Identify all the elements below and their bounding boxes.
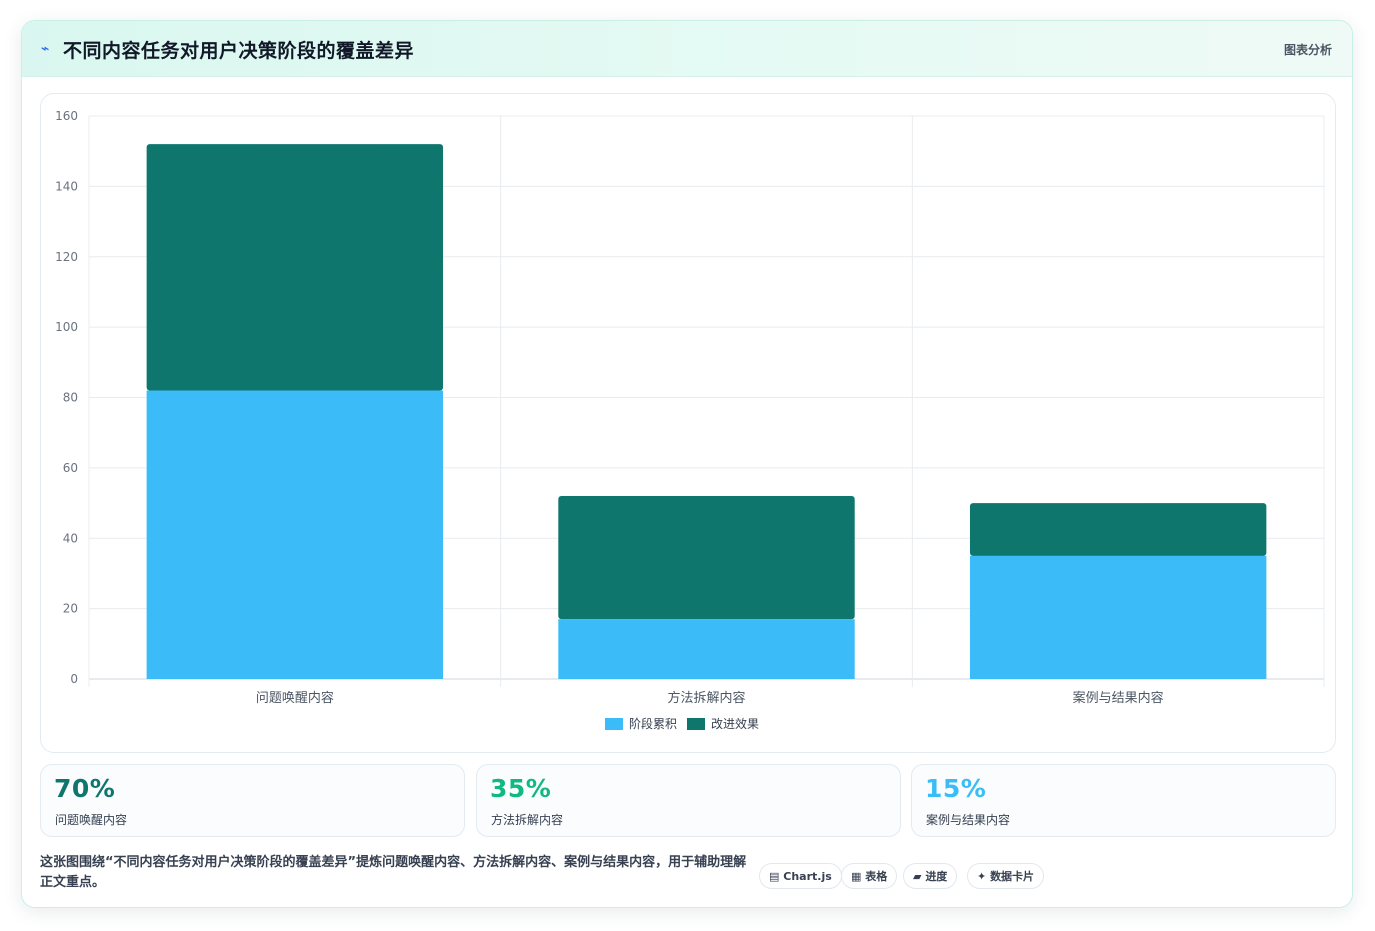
stacked-bar-chart: 0 20 40 60 80 100 120 140 160 问题唤醒内容 方法拆解内容 案例与结果内容… <box>55 109 1325 731</box>
y-tick-label: 100 <box>55 320 78 334</box>
bar-segment[interactable] <box>558 496 855 620</box>
stat-label: 问题唤醒内容 <box>55 813 128 827</box>
tag-table[interactable]: ▦ 表格 <box>841 863 898 889</box>
progress-icon: ▰ <box>913 870 922 883</box>
y-tick-label: 20 <box>63 602 78 616</box>
y-tick-label: 120 <box>55 250 78 264</box>
page-title: 不同内容任务对用户决策阶段的覆盖差异 <box>63 40 415 62</box>
stat-label: 案例与结果内容 <box>926 813 1011 827</box>
tag-data-card[interactable]: ✦ 数据卡片 <box>967 863 1045 889</box>
y-tick-label: 80 <box>63 391 78 405</box>
y-tick-label: 60 <box>63 461 78 475</box>
stat-value: 35% <box>490 774 552 803</box>
stat-card-3: 15% 案例与结果内容 <box>911 764 1336 837</box>
y-tick-label: 0 <box>70 672 78 686</box>
tag-chartjs[interactable]: ▤ Chart.js <box>759 863 842 889</box>
bar-segment[interactable] <box>558 619 855 679</box>
table-icon: ▦ <box>851 870 862 883</box>
lightning-icon: ⌁ <box>41 41 50 57</box>
stat-card-1: 70% 问题唤醒内容 <box>40 764 465 837</box>
x-tick-label: 问题唤醒内容 <box>256 690 334 706</box>
chart-card: ⌁ 不同内容任务对用户决策阶段的覆盖差异 图表分析 0 20 40 60 80 100 12… <box>21 20 1353 908</box>
bar-segment[interactable] <box>969 555 1267 679</box>
stat-card-2: 35% 方法拆解内容 <box>476 764 901 837</box>
chart-icon: ▤ <box>769 870 780 883</box>
card-header: ⌁ 不同内容任务对用户决策阶段的覆盖差异 图表分析 <box>22 21 1352 77</box>
tag-label: 进度 <box>925 870 948 883</box>
stat-value: 70% <box>54 774 116 803</box>
tag-label: Chart.js <box>783 870 832 883</box>
legend-swatch <box>687 718 705 730</box>
bar-segment[interactable] <box>146 144 444 391</box>
tag-progress[interactable]: ▰ 进度 <box>903 863 958 889</box>
legend-label[interactable]: 阶段累积 <box>629 716 677 731</box>
tag-label: 数据卡片 <box>990 870 1035 883</box>
chart-panel: 0 20 40 60 80 100 120 140 160 问题唤醒内容 方法拆解内容 案例与结果内容… <box>40 93 1336 753</box>
y-tick-label: 40 <box>63 531 78 545</box>
stat-label: 方法拆解内容 <box>491 813 564 827</box>
tag-label: 表格 <box>865 870 888 883</box>
header-tag: 图表分析 <box>1283 43 1332 57</box>
x-tick-label: 方法拆解内容 <box>667 690 745 706</box>
bar-segment[interactable] <box>146 390 444 679</box>
stat-value: 15% <box>925 774 987 803</box>
x-tick-label: 案例与结果内容 <box>1073 690 1164 706</box>
y-tick-label: 160 <box>55 109 78 123</box>
bar-segment[interactable] <box>969 503 1267 556</box>
y-tick-label: 140 <box>55 179 78 193</box>
card-icon: ✦ <box>977 870 987 883</box>
chart-note: 这张图围绕“不同内容任务对用户决策阶段的覆盖差异”提炼问题唤醒内容、方法拆解内容… <box>40 855 747 890</box>
legend-label[interactable]: 改进效果 <box>711 716 759 731</box>
legend-swatch <box>605 718 623 730</box>
